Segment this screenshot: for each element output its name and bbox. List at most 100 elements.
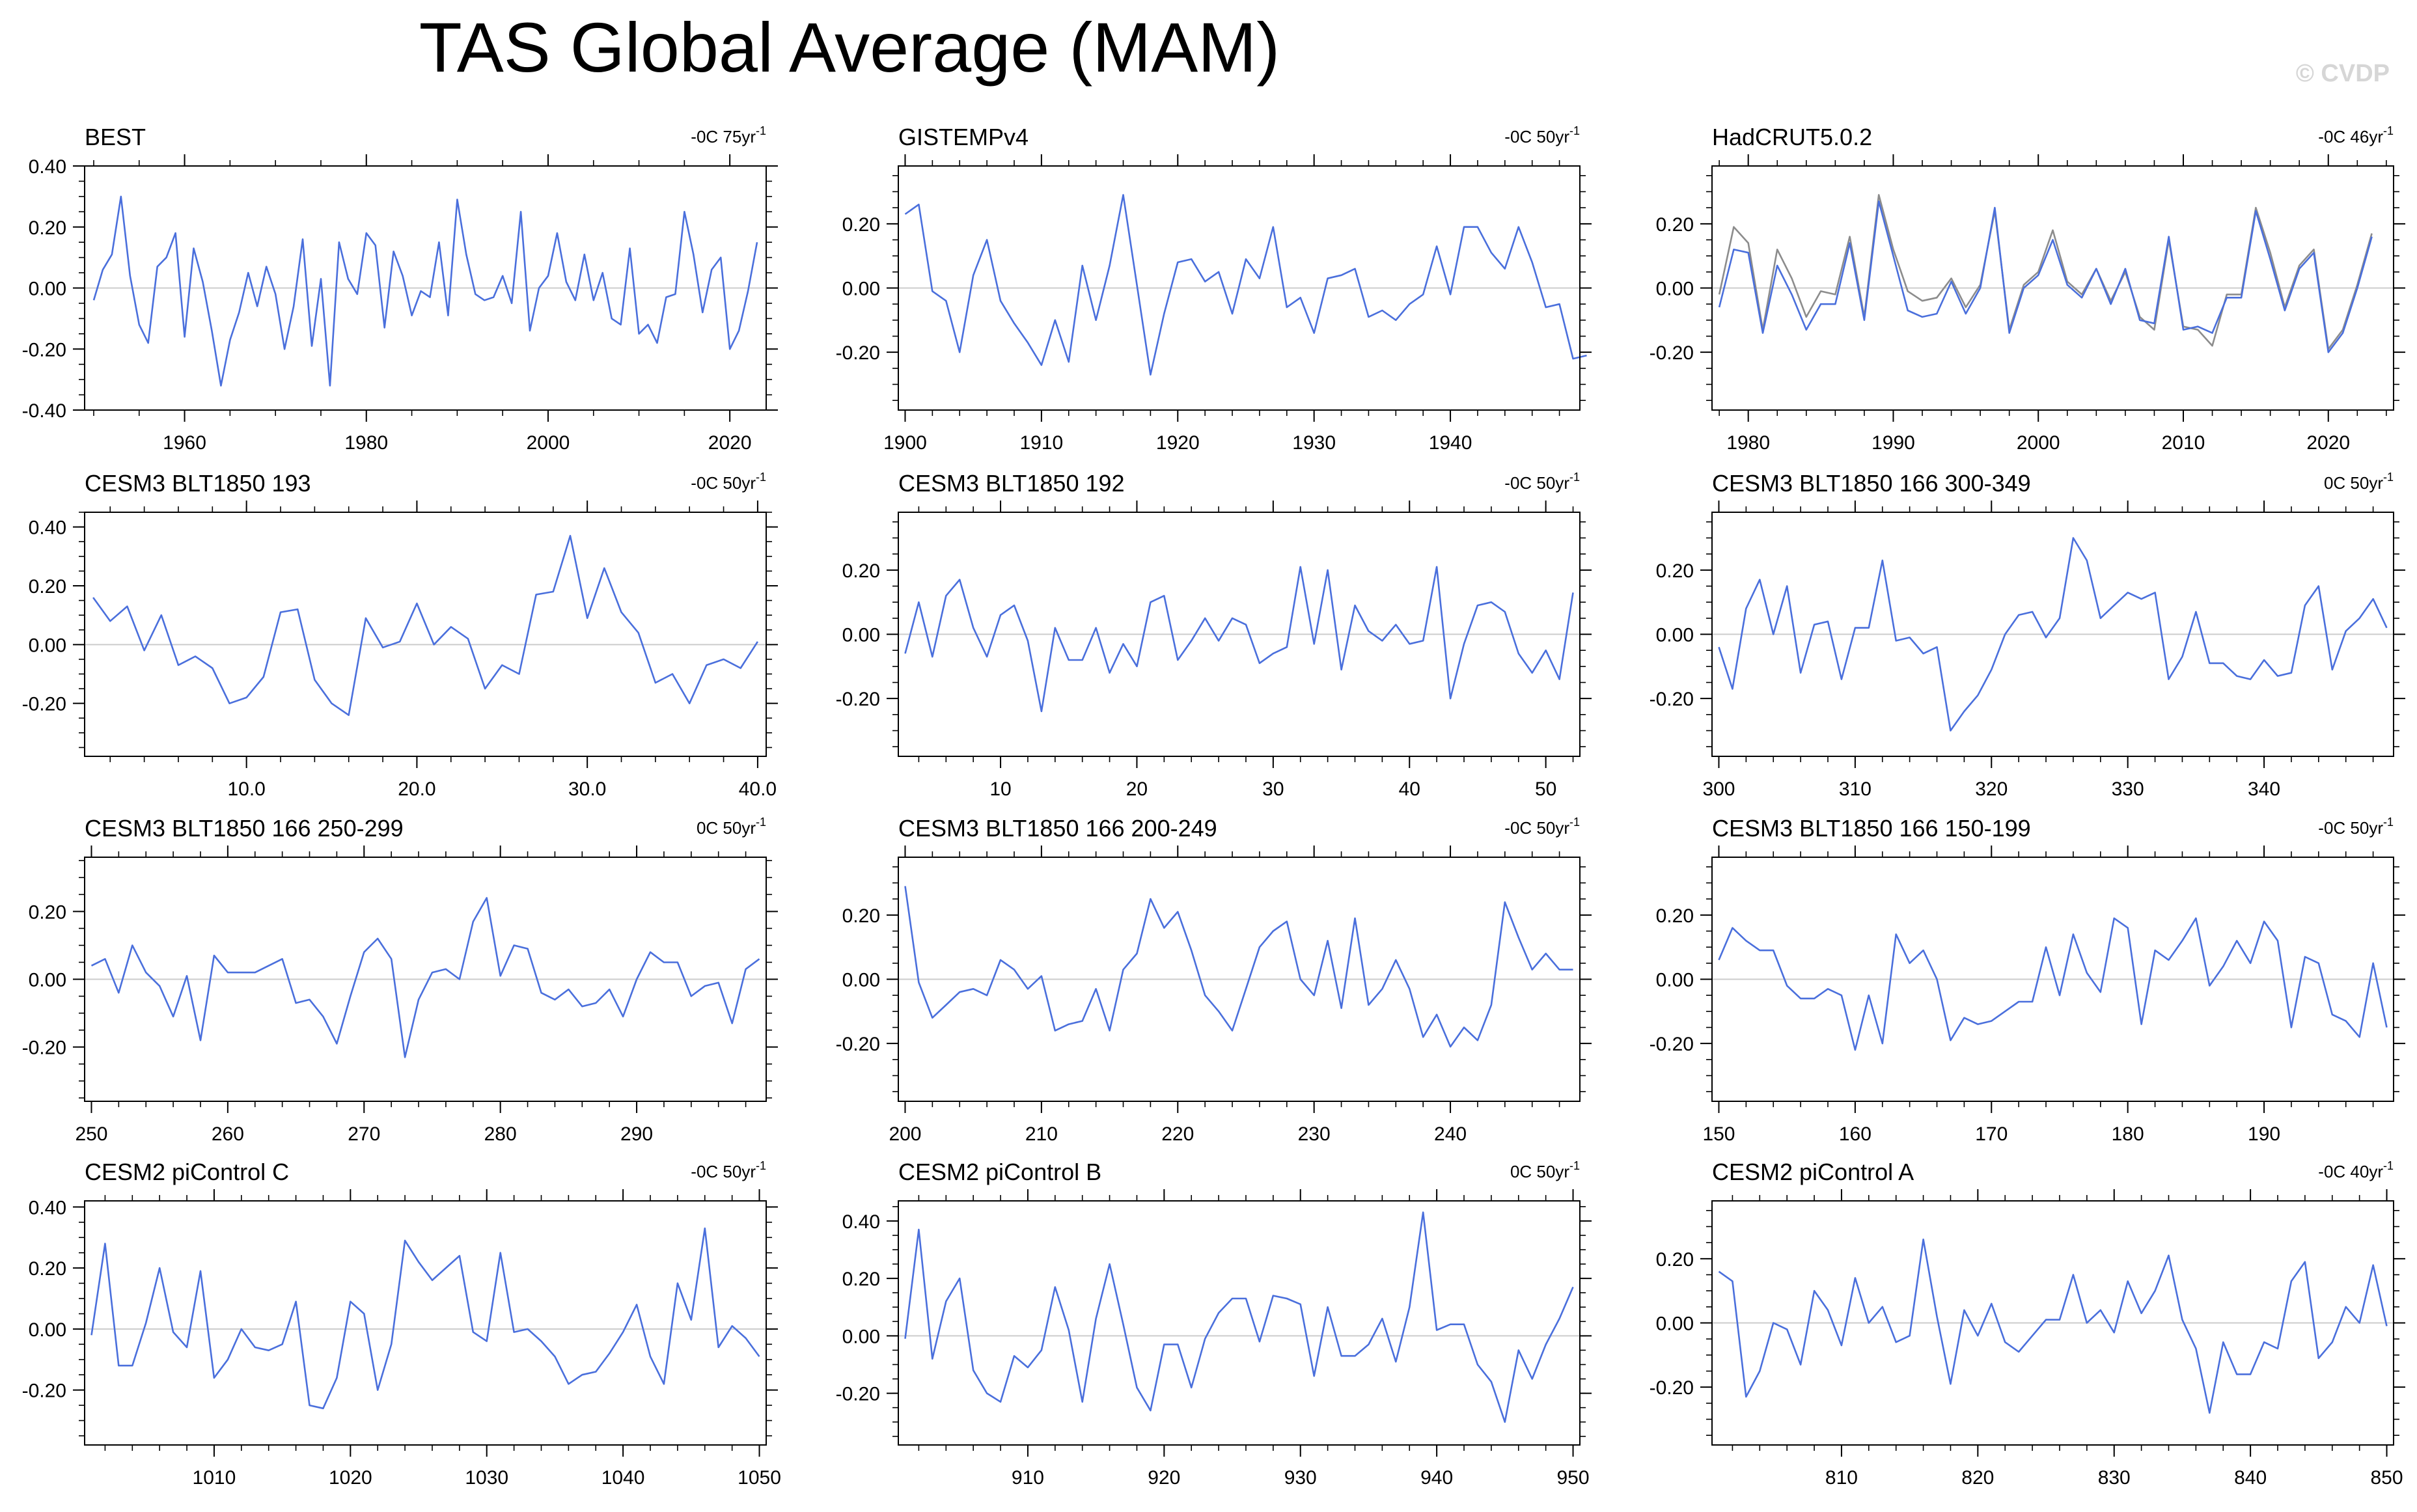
trend-value: -0C 75yr xyxy=(691,127,756,146)
series-line xyxy=(904,886,1573,1048)
x-tick-label: 40 xyxy=(1399,778,1420,800)
trend-label: 0C 50yr-1 xyxy=(697,816,766,838)
x-tick-label: 2000 xyxy=(2017,432,2060,454)
trend-label: 0C 50yr-1 xyxy=(1510,1159,1580,1181)
x-tick-label: 250 xyxy=(75,1123,107,1145)
trend-value: -0C 50yr xyxy=(691,473,756,493)
y-tick-label: 0.20 xyxy=(29,576,66,598)
x-tick-label: 190 xyxy=(2248,1123,2280,1145)
x-tick-label: 50 xyxy=(1535,778,1556,800)
panel-title: CESM3 BLT1850 166 150-199 xyxy=(1712,815,2031,842)
y-tick-label: 0.00 xyxy=(1656,279,1694,300)
x-tick-label: 300 xyxy=(1702,778,1735,800)
panel-1: 1900 1910 1920 1930 1940 -0.20 0.00 0.20 GISTEMP… xyxy=(836,124,1592,454)
y-tick-label: -0.20 xyxy=(1650,342,1694,364)
trend-label: -0C 50yr-1 xyxy=(691,471,766,493)
x-tick-label: 20 xyxy=(1126,778,1148,800)
trend-exponent: -1 xyxy=(756,1159,766,1172)
trend-exponent: -1 xyxy=(2383,1159,2394,1172)
y-tick-label: 0.00 xyxy=(842,279,880,300)
trend-label: -0C 50yr-1 xyxy=(1504,816,1580,838)
x-tick-label: 1020 xyxy=(329,1467,372,1489)
x-tick-label: 830 xyxy=(2098,1467,2131,1489)
series-line xyxy=(92,195,758,387)
series-line xyxy=(1718,1238,2388,1414)
x-tick-label: 20.0 xyxy=(398,778,435,800)
y-tick-label: -0.20 xyxy=(836,689,880,710)
series-line xyxy=(1718,917,2388,1051)
y-tick-label: -0.20 xyxy=(1650,689,1694,710)
panel-title: HadCRUT5.0.2 xyxy=(1712,124,1872,150)
plot-frame xyxy=(84,1200,767,1446)
panel-title: CESM3 BLT1850 193 xyxy=(85,470,311,497)
trend-value: -0C 46yr xyxy=(2318,127,2383,146)
x-tick-label: 310 xyxy=(1839,778,1871,800)
x-tick-label: 1050 xyxy=(738,1467,781,1489)
x-tick-label: 2020 xyxy=(708,432,752,454)
y-tick-label: 0.20 xyxy=(1656,560,1694,582)
panel-title: CESM3 BLT1850 166 250-299 xyxy=(85,815,404,842)
y-tick-label: -0.20 xyxy=(22,339,66,361)
y-tick-label: 0.20 xyxy=(1656,214,1694,236)
y-tick-label: 0.20 xyxy=(29,1258,66,1280)
panel-0: 1960 1980 2000 2020 -0.40 -0.20 0.00 0.20 0.40 BE… xyxy=(22,124,778,454)
trend-value: -0C 40yr xyxy=(2318,1162,2383,1181)
x-tick-label: 950 xyxy=(1556,1467,1589,1489)
x-tick-label: 260 xyxy=(212,1123,244,1145)
trend-label: -0C 46yr-1 xyxy=(2318,124,2394,146)
series-line xyxy=(90,1227,760,1410)
x-tick-label: 30 xyxy=(1262,778,1284,800)
panel-9: 1010 1020 1030 1040 1050 -0.20 0.00 0.20 0.40 CES… xyxy=(22,1159,781,1489)
x-tick-label: 40.0 xyxy=(739,778,777,800)
y-tick-label: 0.20 xyxy=(842,214,880,236)
x-tick-label: 2000 xyxy=(527,432,570,454)
x-tick-label: 1960 xyxy=(163,432,206,454)
y-tick-label: 0.20 xyxy=(1656,905,1694,927)
trend-exponent: -1 xyxy=(2383,124,2394,137)
y-tick-label: 0.00 xyxy=(1656,625,1694,646)
y-tick-label: 0.40 xyxy=(29,517,66,539)
x-tick-label: 200 xyxy=(889,1123,921,1145)
watermark: © CVDP xyxy=(2295,60,2390,87)
x-tick-label: 1930 xyxy=(1292,432,1336,454)
y-tick-label: -0.20 xyxy=(22,694,66,715)
plot-frame xyxy=(84,512,767,757)
x-tick-label: 1900 xyxy=(883,432,927,454)
trend-exponent: -1 xyxy=(1569,471,1580,484)
trend-label: -0C 50yr-1 xyxy=(691,1159,766,1181)
trend-label: 0C 50yr-1 xyxy=(2324,471,2394,493)
x-tick-label: 280 xyxy=(484,1123,517,1145)
y-tick-label: -0.20 xyxy=(1650,1377,1694,1399)
y-tick-label: 0.00 xyxy=(1656,1313,1694,1335)
y-tick-label: -0.20 xyxy=(22,1381,66,1402)
trend-label: -0C 50yr-1 xyxy=(1504,124,1580,146)
x-tick-label: 170 xyxy=(1975,1123,2008,1145)
panel-title: GISTEMPv4 xyxy=(898,124,1029,150)
y-tick-label: -0.20 xyxy=(836,1384,880,1405)
panel-title: BEST xyxy=(85,124,146,150)
x-tick-label: 1920 xyxy=(1156,432,1200,454)
y-tick-label: 0.40 xyxy=(29,1197,66,1218)
series-line xyxy=(1718,537,2388,732)
x-tick-label: 30.0 xyxy=(568,778,606,800)
x-tick-label: 1990 xyxy=(1871,432,1915,454)
x-tick-label: 340 xyxy=(2248,778,2280,800)
panel-10: 910 920 930 940 950 -0.20 0.00 0.20 0.40 CESM2 pi… xyxy=(836,1159,1592,1489)
y-tick-label: 0.20 xyxy=(842,905,880,927)
y-tick-label: 0.20 xyxy=(29,217,66,239)
trend-exponent: -1 xyxy=(2383,816,2394,829)
y-tick-label: 0.20 xyxy=(29,901,66,923)
panel-title: CESM3 BLT1850 166 200-249 xyxy=(898,815,1217,842)
y-tick-label: 0.20 xyxy=(842,1269,880,1290)
trend-value: 0C 50yr xyxy=(2324,473,2383,493)
x-tick-label: 1940 xyxy=(1429,432,1472,454)
panel-title: CESM3 BLT1850 166 300-349 xyxy=(1712,470,2031,497)
y-tick-label: 0.00 xyxy=(842,970,880,991)
panel-title: CESM2 piControl C xyxy=(85,1159,289,1185)
panel-4: 10 20 30 40 50 -0.20 0.00 0.20 CESM3 BLT1850 192… xyxy=(836,470,1592,800)
y-tick-label: 0.00 xyxy=(29,635,66,656)
trend-value: 0C 50yr xyxy=(1510,1162,1569,1181)
series-line xyxy=(90,897,760,1058)
panel-2: 1980 1990 2000 2010 2020 -0.20 0.00 0.20 HadCRUT… xyxy=(1650,124,2405,454)
